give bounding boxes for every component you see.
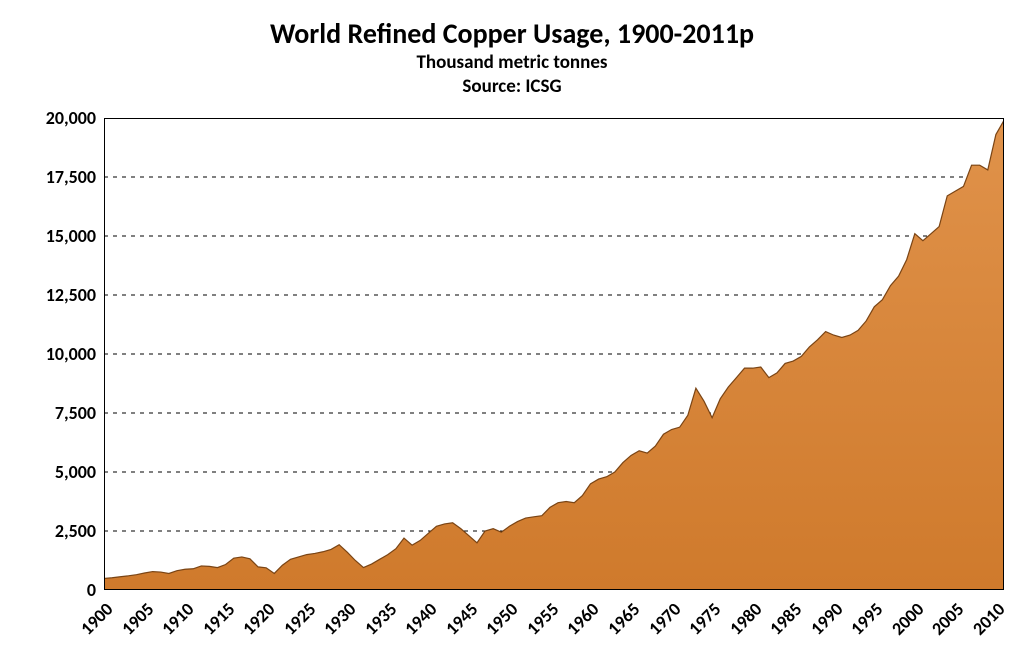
x-axis-label: 1925 xyxy=(279,598,320,639)
plot-area xyxy=(104,118,1004,590)
area-series xyxy=(104,120,1004,590)
x-axis-label: 1900 xyxy=(76,598,117,639)
x-axis-label: 1945 xyxy=(441,598,482,639)
x-axis-label: 1950 xyxy=(481,598,522,639)
y-axis-label: 10,000 xyxy=(16,343,96,365)
x-axis-label: 1990 xyxy=(806,598,847,639)
x-axis-label: 1940 xyxy=(400,598,441,639)
chart-subtitle: Thousand metric tonnes xyxy=(0,52,1024,74)
y-axis-label: 12,500 xyxy=(16,284,96,306)
x-axis-label: 1960 xyxy=(562,598,603,639)
x-axis-label: 1995 xyxy=(846,598,887,639)
x-axis-label: 1910 xyxy=(157,598,198,639)
x-axis-label: 1980 xyxy=(725,598,766,639)
x-axis-label: 2010 xyxy=(968,598,1009,639)
x-axis-label: 1930 xyxy=(319,598,360,639)
x-axis-label: 2005 xyxy=(927,598,968,639)
chart-container: World Refined Copper Usage, 1900-2011p T… xyxy=(0,0,1024,662)
y-axis-label: 7,500 xyxy=(16,402,96,424)
plot-svg xyxy=(104,118,1004,590)
x-axis-label: 1965 xyxy=(603,598,644,639)
x-axis-label: 1915 xyxy=(198,598,239,639)
y-axis-label: 20,000 xyxy=(16,107,96,129)
y-axis-label: 17,500 xyxy=(16,166,96,188)
x-axis-label: 1955 xyxy=(522,598,563,639)
y-axis-label: 2,500 xyxy=(16,520,96,542)
x-axis-label: 1935 xyxy=(360,598,401,639)
y-axis-label: 0 xyxy=(16,579,96,601)
x-axis-label: 2000 xyxy=(887,598,928,639)
chart-source: Source: ICSG xyxy=(0,76,1024,98)
title-block: World Refined Copper Usage, 1900-2011p T… xyxy=(0,0,1024,98)
x-axis-label: 1985 xyxy=(765,598,806,639)
x-axis-label: 1970 xyxy=(644,598,685,639)
x-axis-label: 1975 xyxy=(684,598,725,639)
x-axis-label: 1905 xyxy=(117,598,158,639)
y-axis-label: 15,000 xyxy=(16,225,96,247)
chart-title: World Refined Copper Usage, 1900-2011p xyxy=(0,18,1024,50)
x-axis-label: 1920 xyxy=(238,598,279,639)
y-axis-label: 5,000 xyxy=(16,461,96,483)
